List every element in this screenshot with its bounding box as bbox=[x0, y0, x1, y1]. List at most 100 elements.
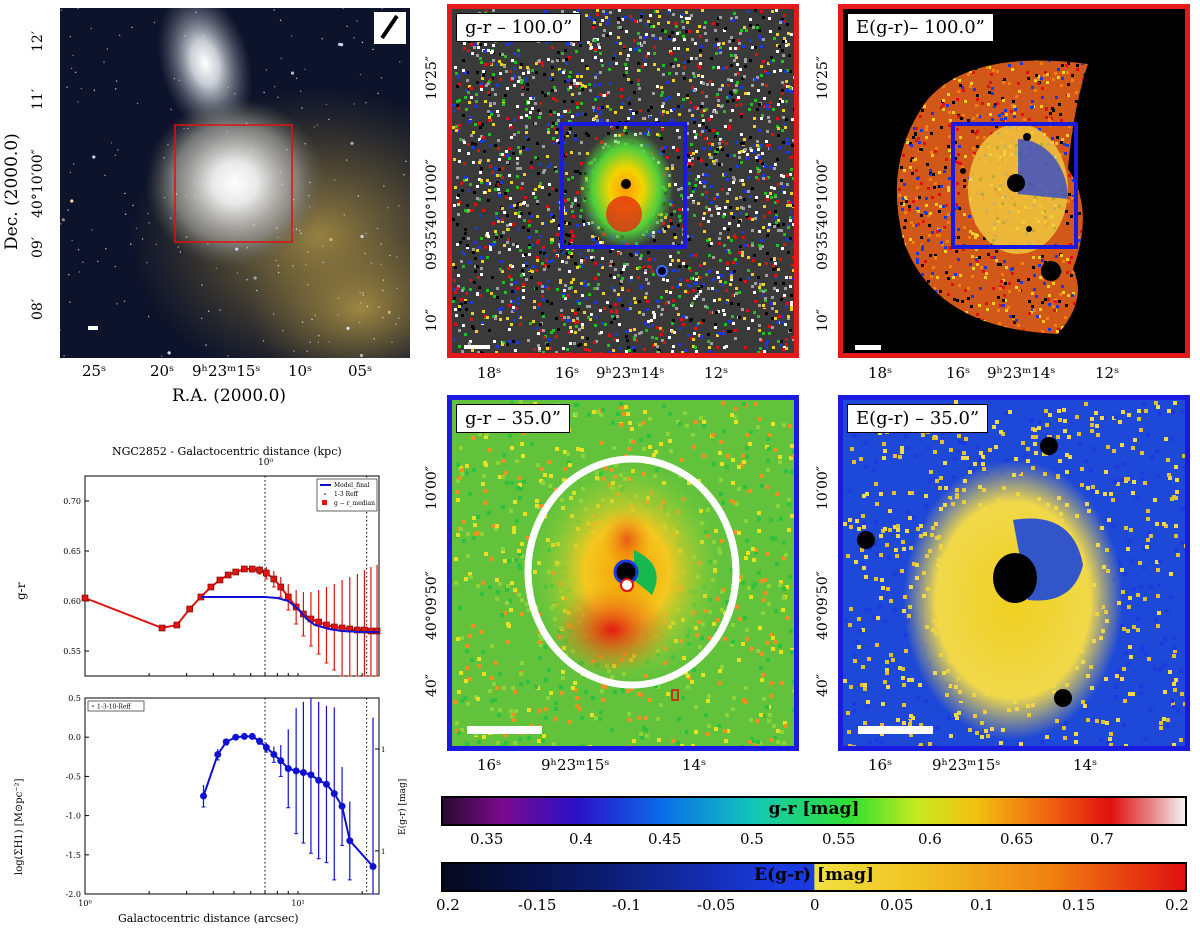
noise-pixel bbox=[707, 340, 710, 343]
noise-pixel bbox=[477, 46, 480, 49]
noise-pixel bbox=[627, 54, 630, 57]
star bbox=[357, 195, 359, 197]
noise-pixel bbox=[537, 239, 540, 242]
noise-pixel bbox=[506, 117, 509, 120]
noise-pixel bbox=[770, 166, 773, 169]
star bbox=[403, 174, 405, 176]
noise-pixel bbox=[476, 249, 479, 252]
noise-pixel bbox=[559, 70, 562, 73]
noise-pixel bbox=[721, 140, 724, 143]
noise-pixel bbox=[1011, 68, 1014, 71]
noise-pixel bbox=[992, 302, 995, 305]
noise-pixel bbox=[691, 108, 694, 111]
noise-pixel bbox=[542, 298, 545, 301]
star bbox=[346, 25, 348, 27]
noise-pixel bbox=[1013, 112, 1016, 115]
noise-pixel bbox=[749, 147, 752, 150]
noise-pixel bbox=[663, 341, 666, 344]
noise-pixel bbox=[547, 58, 550, 61]
noise-pixel bbox=[1072, 292, 1075, 295]
noise-pixel bbox=[918, 196, 921, 199]
noise-pixel bbox=[667, 301, 670, 304]
noise-pixel bbox=[661, 29, 664, 32]
noise-pixel bbox=[760, 74, 763, 77]
noise-pixel bbox=[655, 118, 658, 121]
noise-pixel bbox=[463, 253, 466, 256]
noise-pixel bbox=[718, 163, 721, 166]
noise-pixel bbox=[769, 192, 772, 195]
noise-pixel bbox=[1070, 256, 1073, 259]
noise-pixel bbox=[745, 213, 748, 216]
noise-pixel bbox=[462, 69, 465, 72]
noise-pixel bbox=[500, 307, 503, 310]
noise-pixel bbox=[501, 176, 504, 179]
noise-pixel bbox=[609, 62, 612, 65]
ra-tick: 18ˢ bbox=[477, 364, 502, 382]
noise-pixel bbox=[773, 257, 776, 260]
noise-pixel bbox=[581, 84, 584, 87]
noise-pixel bbox=[482, 209, 485, 212]
noise-pixel bbox=[706, 306, 709, 309]
noise-pixel bbox=[695, 278, 698, 281]
noise-pixel bbox=[754, 217, 757, 220]
noise-pixel bbox=[494, 167, 497, 170]
noise-pixel bbox=[733, 213, 736, 216]
noise-pixel bbox=[469, 87, 472, 90]
noise-pixel bbox=[627, 97, 630, 100]
noise-pixel bbox=[452, 263, 455, 266]
noise-pixel bbox=[750, 149, 753, 152]
noise-pixel bbox=[489, 78, 492, 81]
noise-pixel bbox=[549, 110, 552, 113]
noise-pixel bbox=[594, 48, 597, 51]
noise-pixel bbox=[1002, 286, 1005, 289]
noise-pixel bbox=[767, 116, 770, 119]
noise-pixel bbox=[972, 71, 975, 74]
noise-pixel bbox=[1059, 113, 1062, 116]
noise-pixel bbox=[568, 270, 571, 273]
noise-pixel bbox=[998, 322, 1001, 325]
noise-pixel bbox=[576, 113, 579, 116]
noise-pixel bbox=[938, 210, 941, 213]
noise-pixel bbox=[955, 250, 958, 253]
noise-pixel bbox=[1061, 285, 1064, 288]
noise-pixel bbox=[721, 283, 724, 286]
noise-pixel bbox=[627, 78, 630, 81]
noise-pixel bbox=[922, 220, 925, 223]
noise-pixel bbox=[519, 79, 522, 82]
noise-pixel bbox=[780, 229, 783, 232]
noise-pixel bbox=[469, 116, 472, 119]
noise-pixel bbox=[506, 224, 509, 227]
star bbox=[350, 141, 354, 145]
noise-pixel bbox=[691, 157, 694, 160]
noise-pixel bbox=[758, 286, 761, 289]
noise-pixel bbox=[512, 300, 515, 303]
noise-pixel bbox=[494, 315, 497, 318]
noise-pixel bbox=[510, 41, 513, 44]
noise-pixel bbox=[516, 175, 519, 178]
noise-pixel bbox=[944, 250, 947, 253]
noise-pixel bbox=[763, 215, 766, 218]
noise-pixel bbox=[594, 262, 597, 265]
noise-pixel bbox=[672, 13, 675, 16]
noise-pixel bbox=[658, 134, 661, 137]
noise-pixel bbox=[509, 223, 512, 226]
noise-pixel bbox=[947, 189, 950, 192]
noise-pixel bbox=[640, 13, 643, 16]
noise-pixel bbox=[975, 104, 978, 107]
noise-pixel bbox=[513, 118, 516, 121]
noise-pixel bbox=[688, 109, 691, 112]
noise-pixel bbox=[574, 197, 577, 200]
noise-pixel bbox=[758, 35, 761, 38]
noise-pixel bbox=[963, 185, 966, 188]
noise-pixel bbox=[916, 207, 919, 210]
noise-pixel bbox=[644, 271, 647, 274]
noise-pixel bbox=[721, 148, 724, 151]
noise-pixel bbox=[789, 70, 792, 73]
noise-pixel bbox=[505, 196, 508, 199]
noise-pixel bbox=[512, 306, 515, 309]
noise-pixel bbox=[584, 343, 587, 346]
noise-pixel bbox=[1040, 62, 1043, 65]
noise-pixel bbox=[1034, 89, 1037, 92]
noise-pixel bbox=[501, 343, 504, 346]
noise-pixel bbox=[787, 43, 790, 46]
